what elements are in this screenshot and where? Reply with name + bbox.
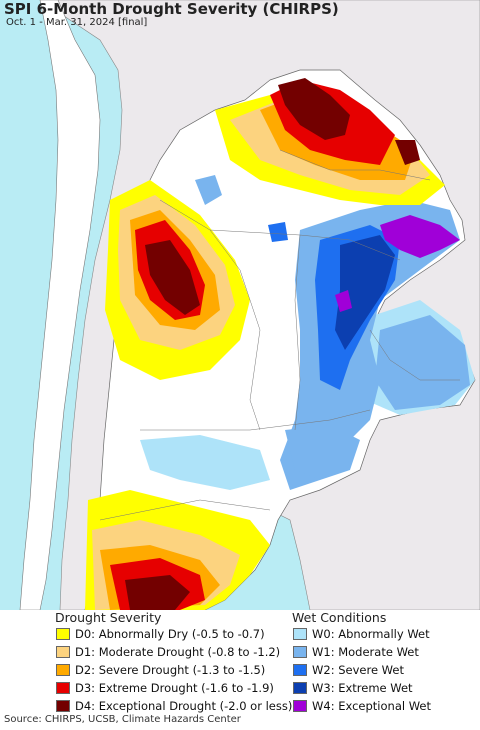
drought-d4-south [125,575,190,610]
legend-swatch-d3 [56,682,70,694]
legend-drought-title: Drought Severity [55,610,162,625]
map-subtitle: Oct. 1 - Mar. 31, 2024 [final] [6,17,148,28]
legend-swatch-d4 [56,700,70,712]
legend-label-d1: D1: Moderate Drought (-0.8 to -1.2) [75,645,281,659]
legend-item-w4: W4: Exceptional Wet [293,698,431,714]
legend-label-w3: W3: Extreme Wet [312,681,413,695]
legend-swatch-d2 [56,664,70,676]
legend-item-d4: D4: Exceptional Drought (-2.0 or less) [56,698,292,714]
admin-boundaries [99,149,460,521]
chile-strip [19,0,101,610]
legend-item-w0: W0: Abnormally Wet [293,626,430,642]
wet-w4-northeast [380,215,460,258]
legend-item-w1: W1: Moderate Wet [293,644,419,660]
legend-label-d4: D4: Exceptional Drought (-2.0 or less) [75,699,293,713]
legend-label-w2: W2: Severe Wet [312,663,404,677]
drought-map [0,0,480,610]
legend-label-d2: D2: Severe Drought (-1.3 to -1.5) [75,663,266,677]
legend-swatch-w4 [293,700,307,712]
legend-item-d2: D2: Severe Drought (-1.3 to -1.5) [56,662,265,678]
wet-w0-center [140,435,270,490]
source-credit: Source: CHIRPS, UCSB, Climate Hazards Ce… [4,714,241,725]
drought-d4-north [278,78,350,140]
wet-w1-southeast [375,315,470,410]
map-title: SPI 6-Month Drought Severity (CHIRPS) [4,0,339,18]
legend-wet-title: Wet Conditions [292,610,387,625]
legend-swatch-w3 [293,682,307,694]
drought-d4-northeast [395,140,420,165]
wet-w2-north [268,222,288,242]
wet-w1-south [285,425,360,480]
legend-item-w2: W2: Severe Wet [293,662,404,678]
wet-w4-center [335,290,352,312]
legend-label-w1: W1: Moderate Wet [312,645,419,659]
legend-label-w4: W4: Exceptional Wet [312,699,431,713]
legend-label-d3: D3: Extreme Drought (-1.6 to -1.9) [75,681,274,695]
wet-w1-northwest [195,175,222,205]
legend-label-d0: D0: Abnormally Dry (-0.5 to -0.7) [75,627,265,641]
legend-swatch-d1 [56,646,70,658]
legend-swatch-d0 [56,628,70,640]
legend-swatch-w2 [293,664,307,676]
legend-item-d3: D3: Extreme Drought (-1.6 to -1.9) [56,680,274,696]
legend-swatch-w1 [293,646,307,658]
legend-item-d1: D1: Moderate Drought (-0.8 to -1.2) [56,644,280,660]
legend-label-w0: W0: Abnormally Wet [312,627,430,641]
legend-item-w3: W3: Extreme Wet [293,680,413,696]
legend: Drought Severity Wet Conditions D0: Abno… [0,610,480,713]
drought-d4-west [145,240,200,315]
legend-item-d0: D0: Abnormally Dry (-0.5 to -0.7) [56,626,265,642]
legend-swatch-w0 [293,628,307,640]
wet-w3-center [335,235,395,350]
